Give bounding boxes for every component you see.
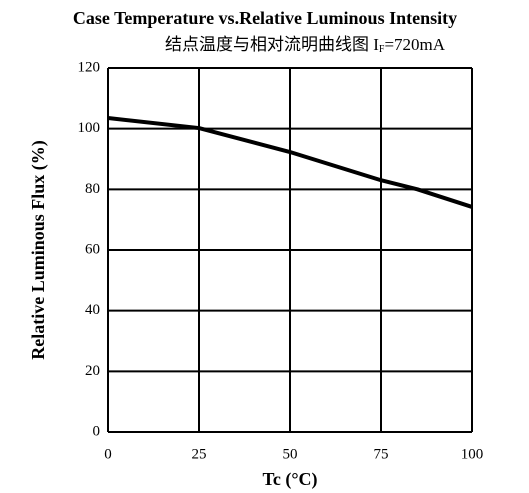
chart-subtitle: 结点温度与相对流明曲线图 IF=720mA — [165, 35, 446, 55]
y-axis-label: Relative Luminous Flux (%) — [28, 140, 49, 360]
x-tick-label: 25 — [192, 446, 207, 462]
y-tick-label: 20 — [85, 363, 100, 379]
y-tick-label: 100 — [78, 120, 101, 136]
x-tick-label: 0 — [104, 446, 112, 462]
y-tick-label: 80 — [85, 181, 100, 197]
x-axis-label: Tc (°C) — [262, 469, 317, 490]
data-line — [107, 116, 473, 209]
y-tick-label: 0 — [93, 423, 101, 439]
subtitle-rest: =720mA — [384, 35, 445, 54]
y-tick-label: 60 — [85, 241, 100, 257]
y-tick-label: 120 — [78, 59, 101, 75]
subtitle-subscript: F — [379, 44, 385, 55]
chart-title: Case Temperature vs.Relative Luminous In… — [73, 8, 457, 28]
y-tick-label: 40 — [85, 302, 100, 318]
subtitle-main: 结点温度与相对流明曲线图 I — [165, 35, 379, 54]
x-tick-label: 100 — [461, 446, 484, 462]
x-tick-label: 75 — [374, 446, 389, 462]
x-tick-label: 50 — [283, 446, 298, 462]
